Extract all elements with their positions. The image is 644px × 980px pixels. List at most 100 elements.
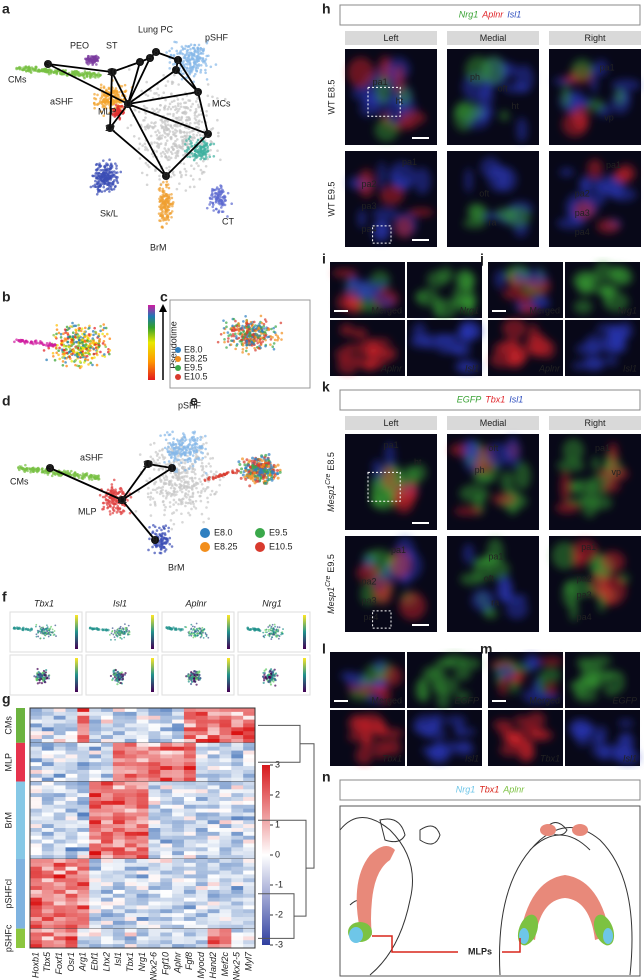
cell-dot — [177, 118, 181, 122]
cell-dot — [181, 47, 185, 50]
cell-dot — [197, 113, 201, 117]
cell-dot — [103, 189, 107, 193]
cell-dot — [166, 120, 169, 123]
cell-dot — [166, 431, 169, 434]
cell-dot — [152, 155, 155, 158]
cell-dot — [124, 628, 127, 631]
cell-dot — [179, 171, 182, 175]
cell-dot — [183, 433, 186, 437]
cell-dot — [166, 107, 170, 111]
cell-dot — [24, 463, 27, 467]
cell-dot — [67, 351, 71, 354]
panel-letter: k — [322, 379, 330, 395]
cell-dot — [104, 107, 108, 110]
cell-dot — [199, 438, 202, 441]
cell-dot — [200, 482, 204, 486]
colorbar — [75, 658, 78, 692]
cell-dot — [24, 627, 28, 631]
cell-dot — [250, 341, 254, 344]
cell-dot — [61, 364, 65, 367]
heat-cell — [124, 708, 137, 713]
cell-dot — [84, 57, 87, 61]
cell-dot — [164, 149, 168, 152]
cell-dot — [107, 187, 111, 191]
cell-dot — [174, 105, 177, 108]
cell-dot — [15, 67, 18, 71]
cell-dot — [222, 326, 226, 330]
cell-dot — [30, 628, 33, 631]
cell-dot — [224, 321, 228, 324]
cell-dot — [165, 492, 169, 495]
heat-cell — [53, 715, 66, 720]
cell-dot — [188, 62, 192, 66]
cell-dot — [251, 456, 255, 460]
cell-dot — [192, 627, 195, 630]
cell-dot — [220, 198, 223, 202]
cell-dot — [118, 633, 121, 636]
cell-dot — [187, 44, 191, 48]
cell-dot — [175, 49, 179, 53]
cell-dot — [196, 154, 199, 158]
cell-dot — [167, 147, 170, 151]
cell-dot — [87, 363, 90, 366]
cell-dot — [168, 441, 172, 445]
cell-dot — [24, 70, 28, 73]
cell-dot — [194, 499, 198, 503]
cell-dot — [274, 672, 278, 675]
cell-dot — [141, 144, 144, 147]
cell-dot — [183, 101, 186, 105]
cell-dot — [57, 349, 60, 353]
cell-dot — [81, 73, 85, 77]
graph-edge — [109, 71, 113, 129]
cell-dot — [84, 344, 87, 347]
cell-dot — [166, 206, 170, 209]
cell-dot — [268, 467, 272, 471]
cell-dot — [145, 479, 148, 483]
cell-dot — [200, 635, 203, 638]
cell-dot — [243, 463, 247, 467]
cell-dot — [47, 631, 50, 634]
cell-dot — [146, 492, 150, 495]
panel-letter: c — [160, 289, 168, 305]
cell-dot — [263, 336, 266, 339]
cell-dot — [273, 633, 276, 636]
cell-dot — [104, 100, 107, 104]
cell-dot — [40, 630, 43, 633]
cell-dot — [92, 333, 95, 337]
cell-dot — [269, 343, 272, 346]
cell-dot — [94, 179, 97, 183]
cell-dot — [194, 62, 197, 66]
cell-dot — [261, 463, 265, 467]
heat-cell — [89, 711, 102, 717]
node-label: 11 — [123, 99, 133, 109]
cell-dot — [164, 204, 168, 207]
cell-dot — [112, 509, 116, 513]
cell-dot — [59, 336, 63, 339]
cell-dot — [85, 61, 89, 65]
cell-dot — [70, 344, 73, 347]
cell-dot — [104, 175, 107, 179]
cluster-label: MLP — [98, 106, 117, 116]
cell-dot — [239, 476, 243, 480]
cell-dot — [172, 511, 176, 514]
cell-dot — [207, 462, 211, 465]
cell-dot — [241, 348, 245, 351]
cell-dot — [99, 169, 102, 172]
cell-dot — [57, 353, 60, 357]
cell-dot — [55, 72, 59, 76]
cell-dot — [64, 331, 67, 334]
cell-dot — [194, 676, 198, 680]
cell-dot — [36, 667, 39, 671]
cell-dot — [100, 93, 104, 97]
cell-dot — [257, 336, 260, 339]
cell-dot — [182, 130, 186, 134]
cell-dot — [245, 458, 249, 462]
cell-dot — [45, 669, 48, 672]
cell-dot — [212, 154, 216, 158]
cell-dot — [202, 487, 205, 491]
cell-dot — [79, 348, 83, 352]
cell-dot — [159, 152, 163, 155]
cell-dot — [174, 627, 178, 630]
cell-dot — [191, 178, 195, 181]
cell-dot — [121, 491, 125, 494]
